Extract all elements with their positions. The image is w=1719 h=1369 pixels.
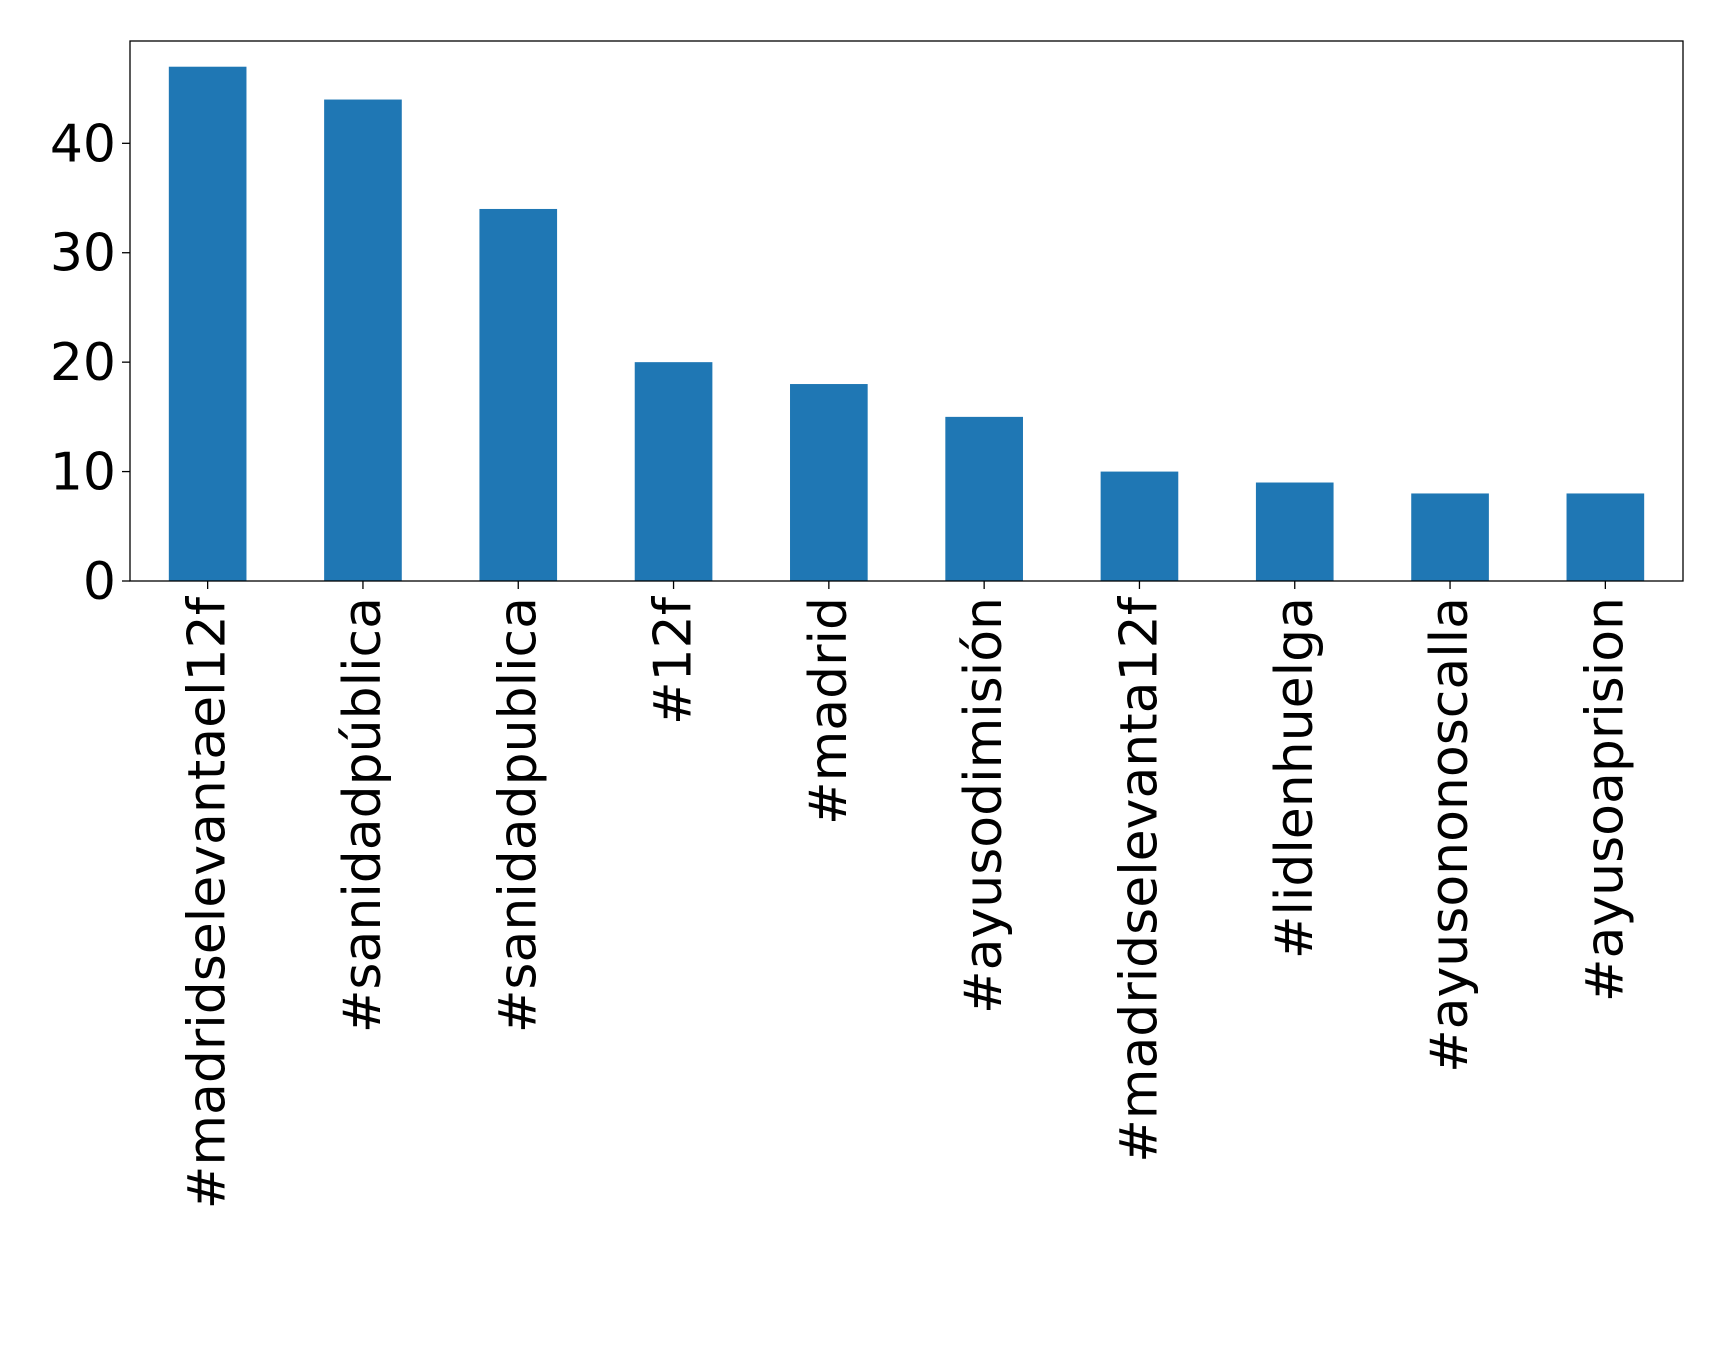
bar-10 [1566, 493, 1645, 581]
bar-1 [168, 66, 247, 581]
x-tick-label: #ayusodimisión [954, 597, 1014, 1014]
x-tick-label: #12f [644, 595, 704, 725]
bar-2 [324, 99, 402, 581]
y-tick-label: 40 [50, 114, 116, 174]
x-tick-label: #sanidadpublica [488, 597, 548, 1033]
x-tick-label: #madridselevanta12f [1109, 595, 1169, 1162]
y-axis: 0 10 20 30 40 [50, 114, 130, 612]
bar-9 [1411, 493, 1489, 581]
x-axis: #madridselevantael12f #sanidadpública #san… [178, 581, 1635, 1209]
x-tick-label: #madridselevantael12f [178, 595, 238, 1209]
bar-4 [634, 362, 713, 581]
bar-5 [790, 384, 868, 581]
y-tick-label: 0 [83, 552, 116, 612]
x-tick-label: #ayusononoscalla [1420, 597, 1480, 1073]
y-tick-label: 30 [50, 224, 116, 284]
axes-frame [129, 40, 1684, 582]
bar-6 [945, 416, 1023, 581]
bar-8 [1255, 482, 1334, 581]
y-tick-label: 10 [50, 443, 116, 503]
bar-7 [1100, 471, 1179, 581]
x-tick-label: #lidlenhuelga [1265, 597, 1325, 959]
y-tick-label: 20 [50, 333, 116, 393]
x-tick-label: #ayusoaprision [1575, 597, 1635, 1002]
x-tick-label: #madrid [799, 597, 859, 825]
bar-3 [479, 208, 558, 581]
bars-layer [168, 66, 1645, 581]
x-tick-label: #sanidadpública [333, 597, 393, 1033]
